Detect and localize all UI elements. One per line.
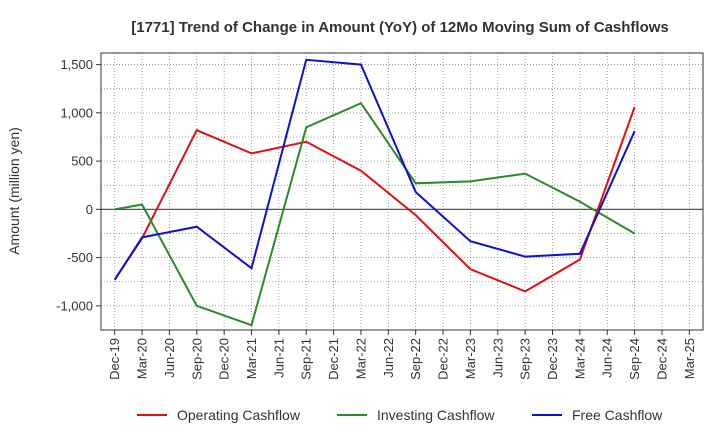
x-tick-label: Sep-20 — [189, 338, 204, 380]
x-tick-label: Mar-20 — [135, 338, 150, 379]
x-tick-label: Jun-21 — [271, 338, 286, 378]
x-tick-label: Jun-22 — [381, 338, 396, 378]
legend-label-operating-cashflow: Operating Cashflow — [177, 407, 301, 423]
x-tick-label: Dec-22 — [436, 338, 451, 380]
x-tick-label: Dec-20 — [217, 338, 232, 380]
plot-border — [100, 52, 704, 331]
x-tick-label: Mar-24 — [572, 338, 587, 379]
x-tick-label: Dec-19 — [107, 338, 122, 380]
x-tick-label: Sep-21 — [299, 338, 314, 380]
y-tick-label: 0 — [86, 202, 93, 217]
x-tick-label: Mar-22 — [353, 338, 368, 379]
x-tick-label: Sep-22 — [408, 338, 423, 380]
x-tick-label: Mar-23 — [463, 338, 478, 379]
series-line-operating-cashflow — [113, 106, 636, 293]
y-tick-label: -500 — [67, 250, 93, 265]
x-axis-ticks: Dec-19 Mar-20 Jun-20 Sep-20 Dec-20 Mar-21 Jun-… — [107, 330, 697, 380]
x-tick-label: Mar-25 — [682, 338, 697, 379]
grid — [101, 53, 703, 331]
y-tick-label: 1,500 — [60, 57, 93, 72]
series-line-investing-cashflow — [114, 101, 636, 327]
y-axis-ticks: -1,000 -500 0 500 1,000 1,500 — [56, 57, 101, 313]
x-tick-label: Jun-24 — [600, 338, 615, 378]
y-tick-label: 500 — [71, 154, 93, 169]
legend-label-investing-cashflow: Investing Cashflow — [377, 407, 495, 423]
x-tick-label: Mar-21 — [244, 338, 259, 379]
y-axis-label: Amount (million yen) — [6, 127, 22, 255]
x-tick-label: Dec-24 — [654, 338, 669, 380]
x-tick-label: Sep-24 — [627, 338, 642, 380]
x-tick-label: Sep-23 — [518, 338, 533, 380]
legend-label-free-cashflow: Free Cashflow — [572, 407, 663, 423]
series-line-free-cashflow — [113, 58, 636, 281]
chart-title: [1771] Trend of Change in Amount (YoY) o… — [131, 19, 669, 36]
plot-area — [101, 53, 703, 330]
y-tick-label: -1,000 — [56, 298, 93, 313]
x-tick-label: Jun-20 — [162, 338, 177, 378]
legend: Operating Cashflow Investing Cashflow Free… — [137, 407, 663, 423]
y-tick-label: 1,000 — [60, 105, 93, 120]
series-group — [113, 58, 636, 327]
x-tick-label: Jun-23 — [490, 338, 505, 378]
x-tick-label: Dec-21 — [326, 338, 341, 380]
x-tick-label: Dec-23 — [545, 338, 560, 380]
